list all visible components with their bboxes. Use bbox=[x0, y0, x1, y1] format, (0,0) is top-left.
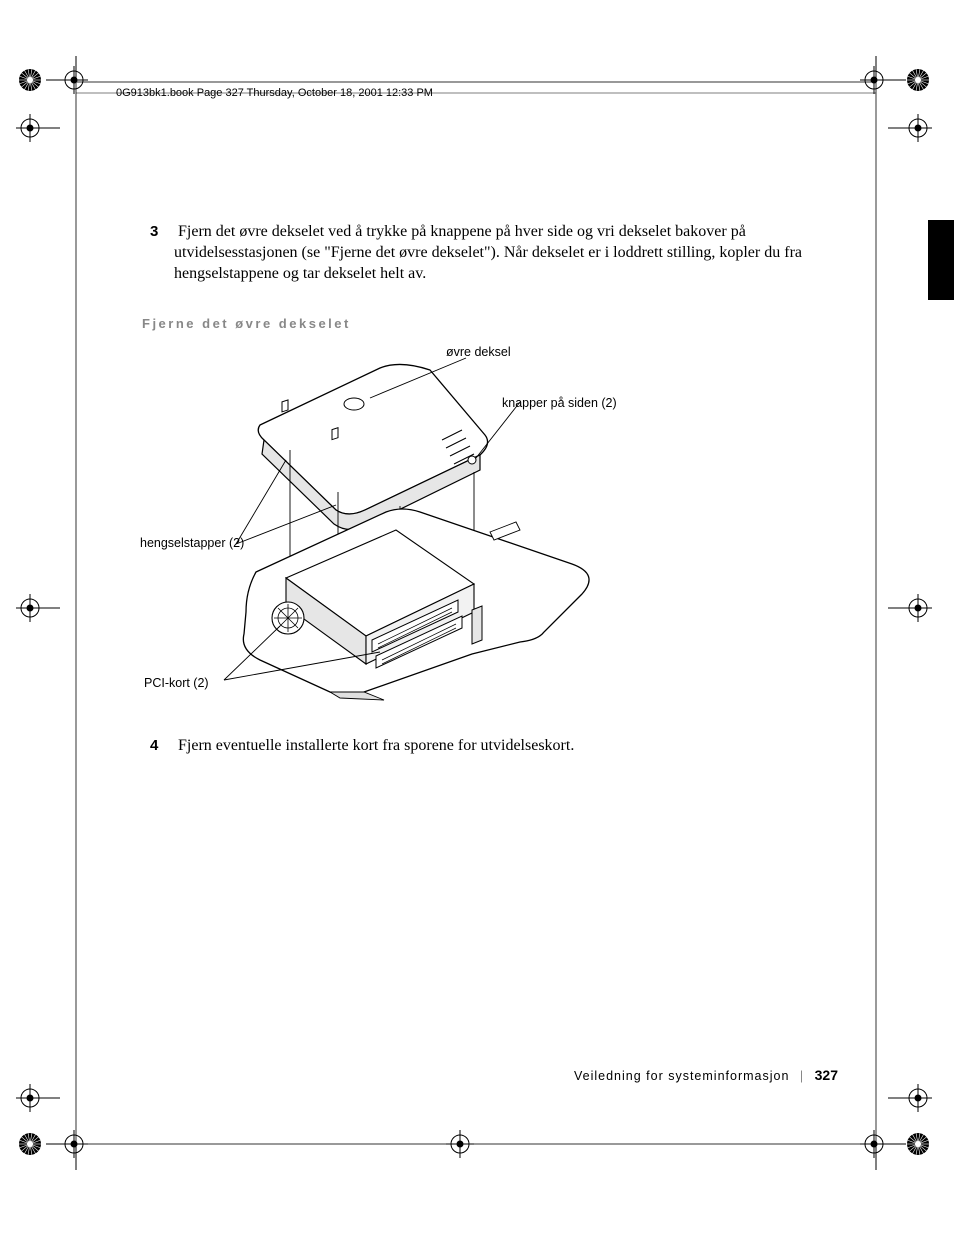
callout-top-cover: øvre deksel bbox=[446, 345, 511, 359]
callout-hinge-tabs: hengselstapper (2) bbox=[140, 536, 244, 550]
step-4-number: 4 bbox=[150, 736, 174, 756]
callout-pci-cards: PCI-kort (2) bbox=[144, 676, 209, 690]
footer-title: Veiledning for systeminformasjon bbox=[574, 1069, 789, 1083]
step-3-number: 3 bbox=[150, 222, 174, 242]
thumb-index-tab bbox=[928, 220, 954, 300]
print-header: 0G913bk1.book Page 327 Thursday, October… bbox=[116, 87, 433, 99]
footer-separator: | bbox=[800, 1069, 804, 1083]
base-chassis bbox=[243, 509, 589, 700]
step-4-text: Fjern eventuelle installerte kort fra sp… bbox=[178, 737, 574, 754]
step-4: 4 Fjern eventuelle installerte kort fra … bbox=[150, 736, 830, 757]
page-footer: Veiledning for systeminformasjon | 327 bbox=[574, 1067, 838, 1083]
expansion-station-diagram: øvre deksel knapper på siden (2) hengsel… bbox=[140, 340, 840, 710]
step-3-text: Fjern det øvre dekselet ved å trykke på … bbox=[174, 223, 802, 282]
step-3: 3 Fjern det øvre dekselet ved å trykke p… bbox=[150, 222, 830, 284]
page-number: 327 bbox=[815, 1067, 838, 1083]
figure-subheading: Fjerne det øvre dekselet bbox=[142, 316, 351, 331]
top-cover-shape bbox=[258, 364, 487, 529]
callout-side-buttons: knapper på siden (2) bbox=[502, 396, 617, 410]
